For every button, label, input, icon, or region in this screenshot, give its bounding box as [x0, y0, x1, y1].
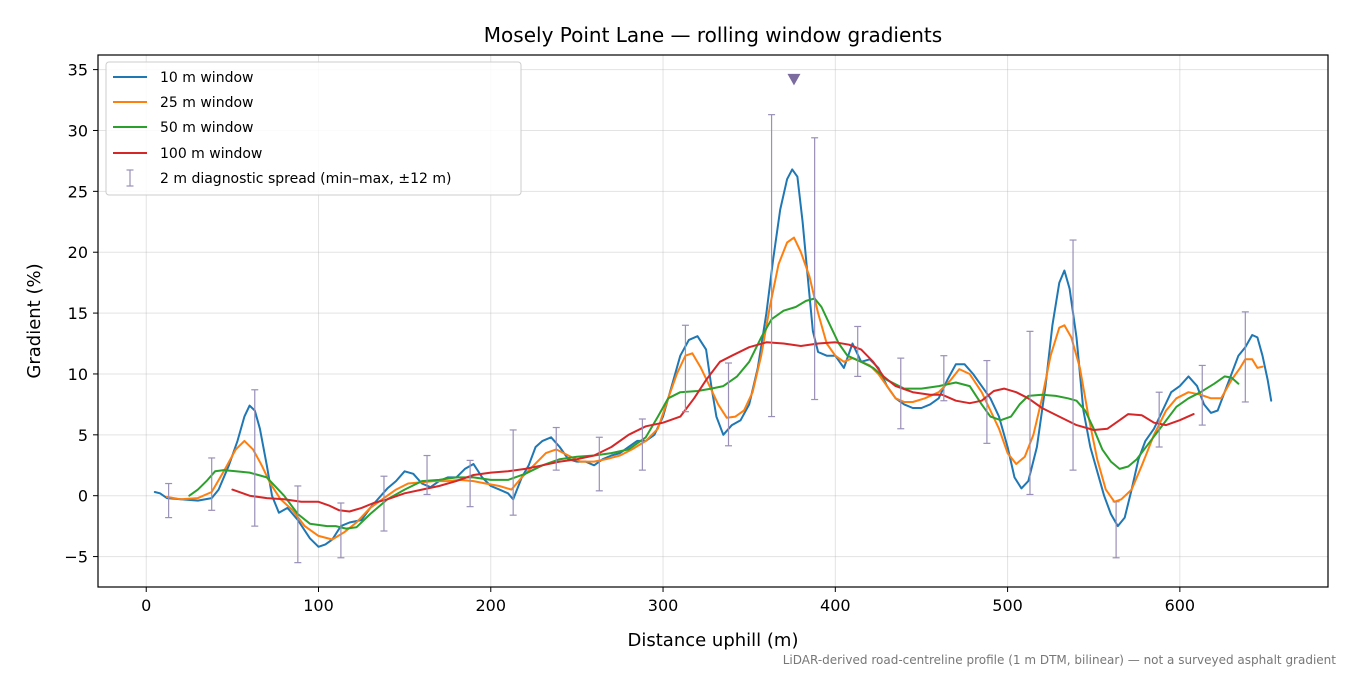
- x-tick-label: 600: [1165, 596, 1196, 615]
- y-tick-label: 20: [68, 243, 88, 262]
- error-bar: [681, 324, 689, 413]
- legend-swatch-error-bar: [126, 169, 134, 187]
- error-bar: [1026, 330, 1034, 496]
- error-bar: [1155, 391, 1163, 448]
- y-tick-label: −5: [64, 548, 88, 567]
- error-bar: [165, 482, 173, 519]
- error-bar: [768, 114, 776, 418]
- y-axis-label: Gradient (%): [24, 263, 45, 378]
- x-tick-label: 200: [475, 596, 506, 615]
- series-line-3: [188, 297, 1240, 530]
- y-axis-ticks: −5 0 5 10 15 20 25 30 35: [64, 61, 98, 567]
- error-bar: [208, 457, 216, 511]
- error-bar: [811, 137, 819, 401]
- chart-title: Mosely Point Lane — rolling window gradi…: [484, 23, 942, 47]
- error-bar: [897, 357, 905, 430]
- legend-label-error-bars: 2 m diagnostic spread (min–max, ±12 m): [160, 171, 451, 187]
- error-bar: [337, 502, 345, 559]
- error-bar: [1069, 239, 1077, 471]
- error-bar: [854, 325, 862, 377]
- error-bar: [638, 418, 646, 471]
- y-tick-label: 5: [78, 426, 88, 445]
- error-bar: [940, 355, 948, 402]
- legend-label-3: 50 m window: [160, 120, 253, 136]
- error-bar: [552, 426, 560, 471]
- legend-label-4: 100 m window: [160, 146, 262, 162]
- legend: 10 m window 25 m window 50 m window 100 m w…: [105, 61, 522, 196]
- error-bar: [1112, 501, 1120, 559]
- legend-label-1: 10 m window: [160, 70, 253, 86]
- x-tick-label: 300: [648, 596, 679, 615]
- error-bar-layer: [165, 114, 1249, 564]
- error-bar: [509, 429, 517, 516]
- y-tick-label: 30: [68, 121, 88, 140]
- error-bar: [380, 475, 388, 532]
- y-tick-label: 25: [68, 182, 88, 201]
- error-bar: [423, 454, 431, 496]
- error-bar: [595, 436, 603, 492]
- series-layer: [153, 168, 1273, 548]
- legend-label-2: 25 m window: [160, 95, 253, 111]
- y-tick-label: 35: [68, 61, 88, 80]
- y-tick-label: 0: [78, 487, 88, 506]
- marker-layer: [787, 73, 801, 86]
- x-tick-label: 400: [820, 596, 851, 615]
- plot-frame: [97, 54, 1329, 588]
- error-bar: [983, 359, 991, 444]
- x-tick-label: 100: [303, 596, 334, 615]
- error-bar: [294, 485, 302, 564]
- x-axis-ticks: 0 100 200 300 400 500 600: [141, 587, 1195, 615]
- x-tick-label: 0: [141, 596, 151, 615]
- footnote: LiDAR-derived road-centreline profile (1…: [783, 653, 1337, 667]
- y-tick-label: 10: [68, 365, 88, 384]
- error-bar: [251, 389, 259, 527]
- x-tick-label: 500: [992, 596, 1023, 615]
- legend-box: [105, 61, 522, 196]
- series-line-1: [153, 168, 1273, 548]
- x-axis-label: Distance uphill (m): [628, 630, 799, 651]
- error-bar: [725, 362, 733, 447]
- error-bar: [1241, 311, 1249, 403]
- series-line-2: [165, 236, 1264, 541]
- y-tick-label: 15: [68, 304, 88, 323]
- series-line-4: [231, 341, 1195, 513]
- plot-area: [153, 73, 1273, 564]
- error-bar: [466, 459, 474, 508]
- peak-marker: [787, 73, 801, 86]
- error-bar: [1198, 364, 1206, 426]
